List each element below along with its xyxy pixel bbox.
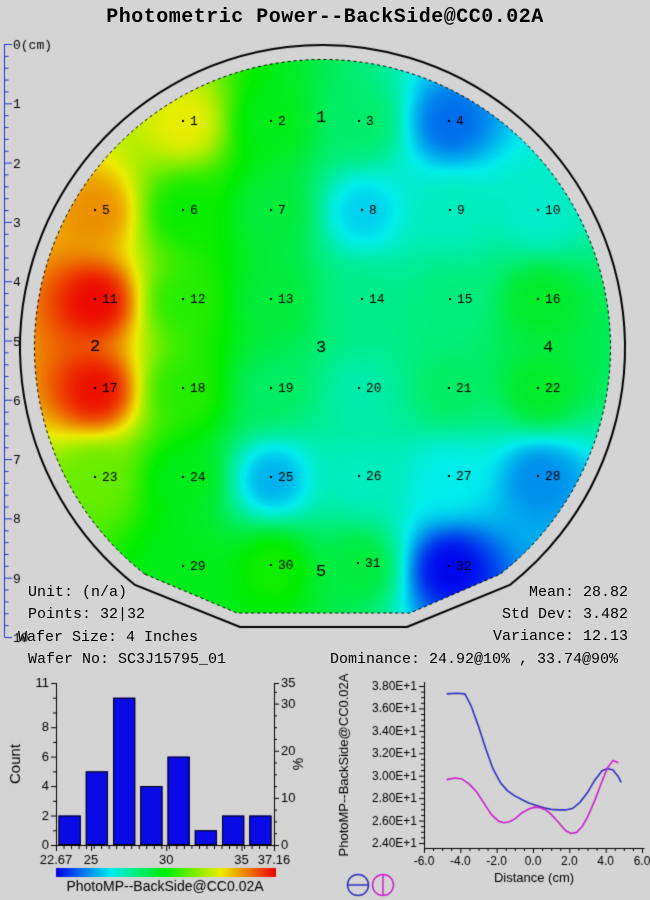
stat-points: Points: 32|32 (28, 606, 146, 623)
stat-wafer-size: Wafer Size: 4 Inches (18, 629, 199, 646)
stat-std-dev: Std Dev: 3.482 (501, 606, 628, 623)
stat-unit: Unit: (n/a) (28, 584, 128, 601)
stat-mean: Mean: 28.82 (528, 584, 628, 601)
profile-chart-canvas (318, 672, 650, 900)
stat-dominance: Dominance: 24.92@10% , 33.74@90% (330, 651, 619, 668)
wafer-map-canvas (0, 0, 650, 672)
stat-wafer-no: Wafer No: SC3J15795_01 (28, 651, 227, 668)
stat-variance: Variance: 12.13 (492, 628, 628, 645)
histogram-canvas (0, 672, 318, 900)
